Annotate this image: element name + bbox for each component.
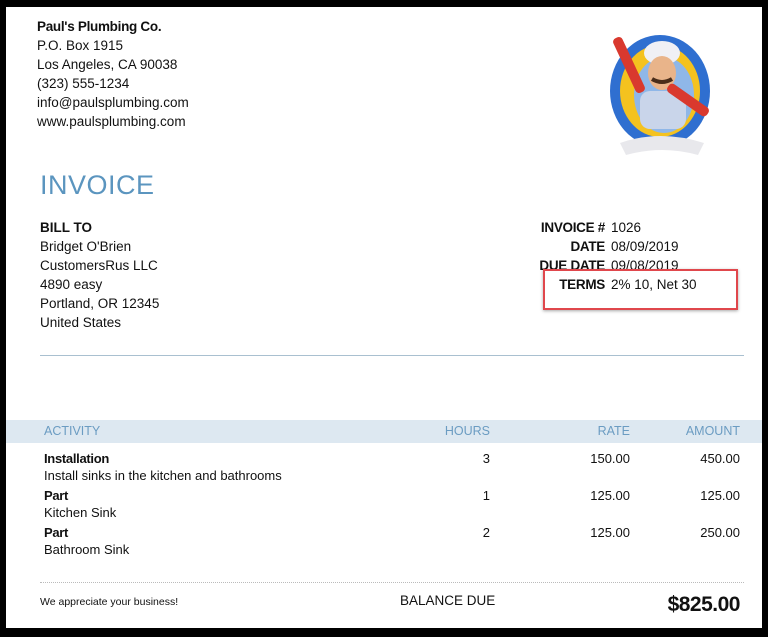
- balance-due-label: BALANCE DUE: [400, 593, 496, 608]
- meta-invoice-number: INVOICE #1026: [540, 220, 642, 235]
- terms-highlight-box: [543, 269, 738, 310]
- bill-to: BILL TO Bridget O'Brien CustomersRus LLC…: [40, 218, 159, 332]
- header-rate: RATE: [597, 424, 630, 438]
- table-header: ACTIVITY HOURS RATE AMOUNT: [6, 420, 762, 443]
- header-hours: HOURS: [444, 424, 490, 438]
- company-name: Paul's Plumbing Co.: [37, 19, 162, 34]
- bill-to-heading: BILL TO: [40, 220, 93, 235]
- bill-to-company: CustomersRus LLC: [40, 258, 158, 273]
- company-website: www.paulsplumbing.com: [37, 114, 186, 129]
- company-address2: Los Angeles, CA 90038: [37, 57, 178, 72]
- bill-to-name: Bridget O'Brien: [40, 239, 132, 254]
- dotted-divider: [40, 582, 744, 583]
- header-activity: ACTIVITY: [44, 424, 101, 438]
- bill-to-country: United States: [40, 315, 122, 330]
- plumber-mascot-logo-icon: [610, 35, 710, 155]
- thanks-message: We appreciate your business!: [40, 596, 179, 608]
- divider: [40, 355, 744, 356]
- meta-date: DATE 08/09/2019: [570, 239, 679, 254]
- meta-terms: TERMS 2% 10, Net 30: [559, 277, 697, 292]
- company-info: Paul's Plumbing Co. P.O. Box 1915 Los An…: [37, 17, 189, 131]
- bill-to-city: Portland, OR 12345: [40, 296, 160, 311]
- balance-due-value: $825.00: [667, 593, 741, 616]
- company-email: info@paulsplumbing.com: [37, 95, 189, 110]
- invoice-title: INVOICE: [40, 170, 155, 200]
- bill-to-street: 4890 easy: [40, 277, 103, 292]
- company-address1: P.O. Box 1915: [37, 38, 124, 53]
- company-phone: (323) 555-1234: [37, 76, 130, 91]
- invoice-page: Paul's Plumbing Co. P.O. Box 1915 Los An…: [6, 7, 762, 628]
- header-amount: AMOUNT: [685, 424, 740, 438]
